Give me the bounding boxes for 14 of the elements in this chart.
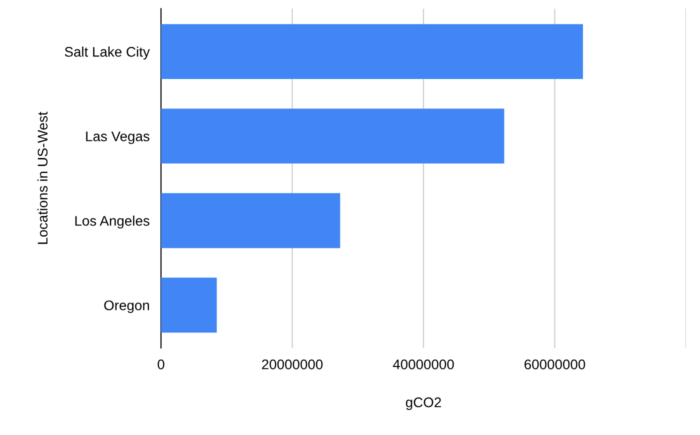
y-tick-label: Los Angeles: [75, 216, 150, 229]
y-tick-label: Las Vegas: [86, 132, 150, 144]
x-tick-label: 0: [158, 359, 164, 370]
y-tick-label: Salt Lake City: [64, 46, 150, 60]
x-tick-label: 40000000: [392, 359, 454, 370]
x-tick-label: 20000000: [262, 359, 323, 370]
bar: [161, 193, 340, 248]
bar: [161, 24, 583, 80]
y-tick-label: Oregon: [104, 300, 149, 314]
x-tick-label: 60000000: [524, 359, 586, 370]
y-axis-title: Locations in US-West: [37, 112, 48, 244]
x-axis-title: gCO2: [406, 397, 441, 410]
bar: [161, 108, 504, 164]
bar: [161, 278, 217, 333]
